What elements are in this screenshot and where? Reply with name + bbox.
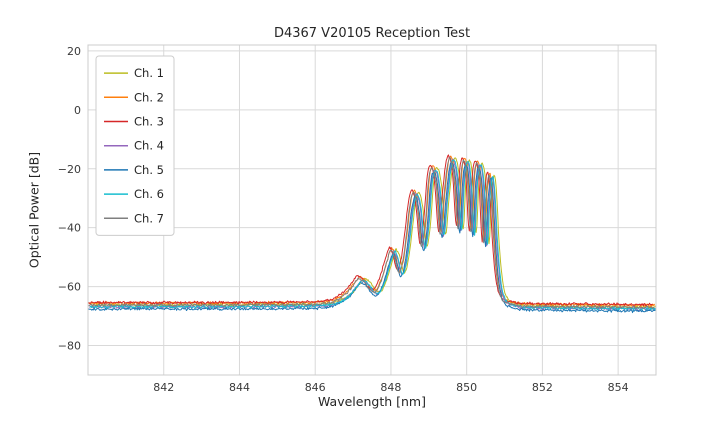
y-axis-label: Optical Power [dB] xyxy=(26,151,42,269)
svg-text:850: 850 xyxy=(456,381,477,394)
legend-label: Ch. 5 xyxy=(134,163,164,177)
legend-box xyxy=(95,55,175,236)
series-lines xyxy=(88,154,656,314)
legend-label: Ch. 2 xyxy=(134,90,164,104)
plot-border xyxy=(87,44,657,376)
legend: Ch. 1 Ch. 2 Ch. 3 Ch. 4 Ch. 5 Ch. 6 Ch. 7 xyxy=(95,55,175,236)
legend-label: Ch. 7 xyxy=(134,211,164,225)
trace-ch-7 xyxy=(88,157,655,309)
svg-text:−20: −20 xyxy=(58,163,81,176)
svg-text:0: 0 xyxy=(74,104,81,117)
legend-label: Ch. 1 xyxy=(134,66,164,80)
svg-text:842: 842 xyxy=(153,381,174,394)
legend-label: Ch. 6 xyxy=(134,187,164,201)
legend-label: Ch. 4 xyxy=(134,139,164,153)
chart-title: D4367 V20105 Reception Test xyxy=(273,26,471,41)
svg-text:−40: −40 xyxy=(58,222,81,235)
legend-label: Ch. 3 xyxy=(134,115,164,129)
svg-text:20: 20 xyxy=(67,45,81,58)
plot-area xyxy=(88,45,656,375)
trace-ch-5 xyxy=(88,161,656,314)
gridlines xyxy=(88,45,656,375)
y-tick-labels: 20 0 −20 −40 −60 −80 xyxy=(58,45,81,353)
svg-text:846: 846 xyxy=(305,381,326,394)
svg-text:848: 848 xyxy=(380,381,401,394)
x-axis-label: Wavelength [nm] xyxy=(318,394,426,409)
svg-text:844: 844 xyxy=(229,381,250,394)
svg-text:852: 852 xyxy=(532,381,553,394)
svg-text:−60: −60 xyxy=(58,281,81,294)
svg-text:−80: −80 xyxy=(58,340,81,353)
x-tick-labels: 842 844 846 848 850 852 854 xyxy=(153,381,628,394)
svg-text:854: 854 xyxy=(608,381,629,394)
